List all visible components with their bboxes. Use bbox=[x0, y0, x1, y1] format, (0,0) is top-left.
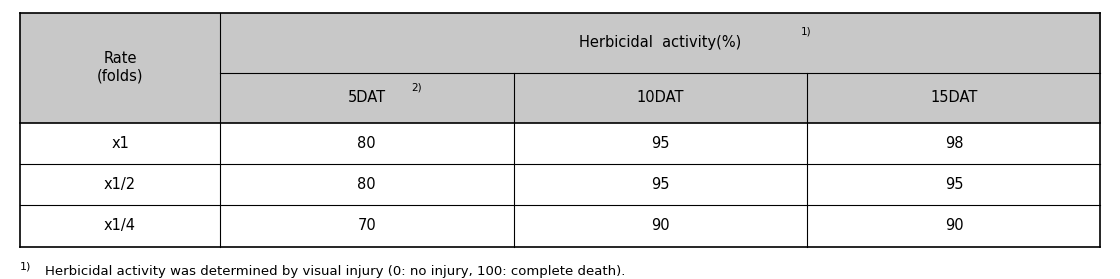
Bar bbox=[220, 164, 514, 205]
Bar bbox=[808, 123, 1101, 164]
Text: 98: 98 bbox=[945, 136, 963, 151]
Text: 1): 1) bbox=[20, 262, 31, 272]
Text: 95: 95 bbox=[651, 136, 670, 151]
Text: x1: x1 bbox=[111, 136, 129, 151]
Text: 80: 80 bbox=[357, 177, 376, 192]
Bar bbox=[514, 73, 808, 123]
Text: Rate
(folds): Rate (folds) bbox=[96, 51, 143, 84]
Bar bbox=[220, 205, 514, 247]
Bar bbox=[20, 164, 220, 205]
Text: Herbicidal activity was determined by visual injury (0: no injury, 100: complete: Herbicidal activity was determined by vi… bbox=[45, 265, 625, 278]
Bar bbox=[220, 123, 514, 164]
Text: 1): 1) bbox=[801, 27, 811, 36]
Text: 95: 95 bbox=[651, 177, 670, 192]
Text: 15DAT: 15DAT bbox=[931, 90, 978, 105]
Bar bbox=[20, 205, 220, 247]
Bar bbox=[220, 73, 514, 123]
Bar bbox=[514, 205, 808, 247]
Text: x1/4: x1/4 bbox=[104, 218, 136, 234]
Bar bbox=[808, 164, 1101, 205]
Text: 5DAT: 5DAT bbox=[347, 90, 385, 105]
Text: Herbicidal  activity(%): Herbicidal activity(%) bbox=[579, 35, 741, 50]
Bar bbox=[514, 123, 808, 164]
Bar bbox=[808, 73, 1101, 123]
Text: x1/2: x1/2 bbox=[104, 177, 137, 192]
Text: 70: 70 bbox=[357, 218, 376, 234]
Text: 10DAT: 10DAT bbox=[636, 90, 684, 105]
Text: 2): 2) bbox=[411, 82, 422, 92]
Bar bbox=[20, 13, 220, 123]
Text: 90: 90 bbox=[651, 218, 670, 234]
Text: 95: 95 bbox=[945, 177, 963, 192]
Bar bbox=[220, 13, 1101, 73]
Bar bbox=[514, 164, 808, 205]
Text: 80: 80 bbox=[357, 136, 376, 151]
Text: 90: 90 bbox=[945, 218, 963, 234]
Bar bbox=[20, 123, 220, 164]
Bar bbox=[808, 205, 1101, 247]
